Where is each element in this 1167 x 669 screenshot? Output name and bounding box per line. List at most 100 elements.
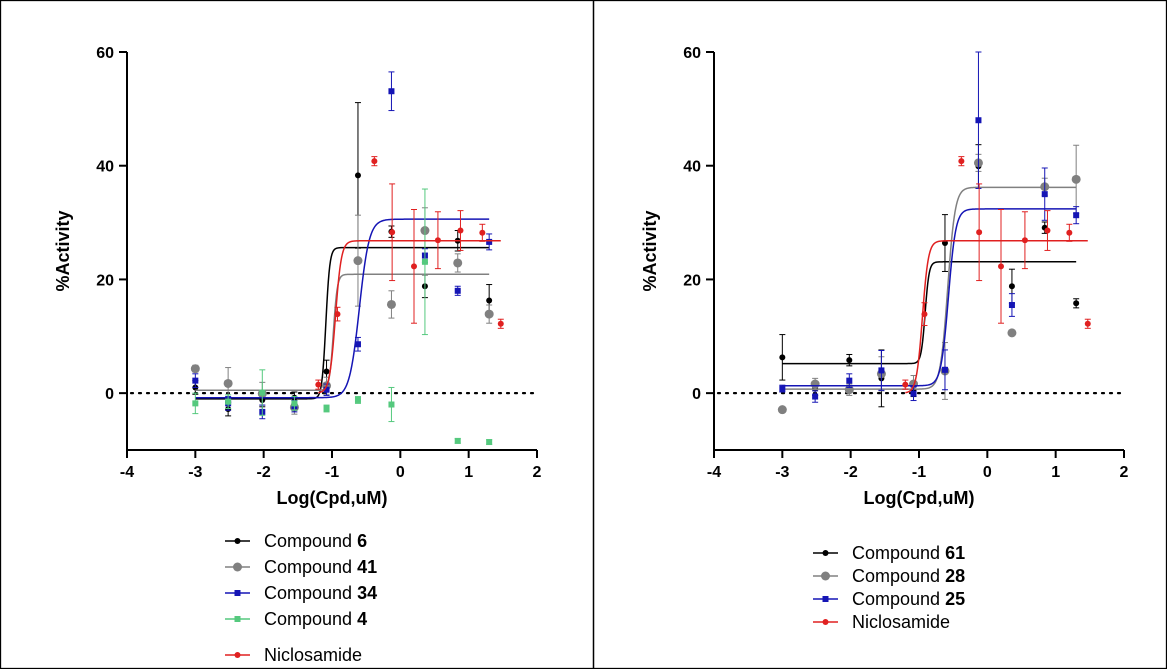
data-point (779, 354, 786, 361)
legend-marker (234, 616, 241, 622)
data-point (1073, 212, 1080, 219)
data-point (1041, 191, 1048, 198)
data-point (354, 341, 361, 348)
data-point (1008, 302, 1015, 309)
x-tick-label: 0 (396, 464, 405, 481)
data-point (192, 377, 199, 384)
data-point (486, 238, 493, 245)
data-point (846, 377, 853, 384)
data-point (388, 88, 395, 95)
data-point (315, 381, 322, 388)
fit-curve (782, 208, 1077, 387)
data-point (486, 297, 493, 304)
data-point (479, 229, 486, 236)
legend-marker (821, 571, 830, 581)
y-tick-label: 40 (96, 159, 114, 176)
y-tick-label: 0 (692, 386, 701, 403)
data-point (454, 287, 461, 294)
legend-entry: Compound 41 (225, 557, 377, 577)
legend-label: Compound 28 (852, 566, 965, 586)
fit-curve (905, 240, 1088, 394)
data-point (190, 364, 200, 374)
legend-marker (822, 596, 829, 602)
data-point (902, 381, 909, 388)
data-point (192, 400, 199, 407)
data-point (323, 386, 330, 393)
y-tick-label: 40 (683, 159, 701, 176)
data-point (1073, 300, 1080, 307)
legend-entry: Niclosamide (225, 645, 362, 665)
data-point (421, 258, 428, 265)
data-point (411, 263, 417, 270)
legend-label: Niclosamide (852, 612, 950, 632)
y-tick-label: 60 (683, 45, 701, 62)
data-point (457, 227, 464, 234)
data-point (941, 366, 948, 373)
y-axis-title: %Activity (640, 210, 660, 291)
fit-curve (195, 218, 490, 399)
data-point (484, 309, 494, 319)
legend-marker (233, 562, 242, 572)
data-point (1008, 283, 1015, 290)
legend-entry: Compound 6 (225, 531, 367, 551)
data-point (998, 263, 1004, 270)
y-tick-label: 60 (96, 45, 114, 62)
series-1 (190, 207, 494, 415)
data-point (389, 229, 396, 236)
data-point (354, 396, 361, 403)
data-point (812, 393, 819, 400)
data-point (1071, 174, 1081, 184)
data-point (453, 258, 463, 268)
data-point (454, 437, 461, 444)
data-point (975, 117, 982, 124)
y-axis-title: %Activity (53, 210, 73, 291)
data-point (846, 357, 853, 364)
data-point (371, 158, 378, 165)
x-tick-label: 1 (1051, 464, 1060, 481)
legend-entry: Compound 61 (813, 543, 965, 563)
data-point (223, 378, 233, 388)
data-point (323, 368, 330, 375)
data-point (497, 320, 504, 327)
data-point (910, 390, 917, 397)
data-point (386, 299, 396, 309)
x-axis-title: Log(Cpd,uM) (277, 488, 388, 508)
legend-label: Compound 6 (264, 531, 367, 551)
legend-marker (234, 590, 241, 596)
y-tick-label: 20 (683, 272, 701, 289)
data-point (434, 237, 441, 244)
legend-label: Niclosamide (264, 645, 362, 665)
x-tick-label: 2 (1120, 464, 1129, 481)
legend-label: Compound 4 (264, 609, 367, 629)
legend-label: Compound 25 (852, 589, 965, 609)
data-point (1021, 237, 1028, 244)
fit-curve (195, 273, 490, 392)
data-point (1084, 320, 1091, 327)
x-axis-title: Log(Cpd,uM) (864, 488, 975, 508)
data-point (777, 405, 787, 415)
legend-entry: Compound 25 (813, 589, 965, 609)
series-0 (779, 144, 1080, 408)
x-tick-label: -2 (844, 464, 858, 481)
series-3 (192, 188, 493, 446)
data-point (878, 367, 885, 374)
legend-marker (822, 550, 829, 556)
data-point (779, 385, 786, 392)
data-point (1007, 328, 1017, 338)
x-tick-label: -2 (257, 464, 271, 481)
legend-entry: Compound 34 (225, 583, 377, 603)
data-point (291, 400, 298, 407)
data-point (810, 379, 820, 389)
x-tick-label: -4 (120, 464, 134, 481)
data-point (353, 256, 363, 266)
data-point (225, 398, 232, 405)
x-tick-label: -3 (188, 464, 202, 481)
legend-label: Compound 41 (264, 557, 377, 577)
data-point (486, 439, 493, 446)
series-2 (779, 51, 1080, 403)
x-tick-label: 0 (983, 464, 992, 481)
x-tick-label: -4 (707, 464, 721, 481)
legend-label: Compound 61 (852, 543, 965, 563)
series-2 (192, 71, 493, 420)
data-point (354, 172, 361, 179)
